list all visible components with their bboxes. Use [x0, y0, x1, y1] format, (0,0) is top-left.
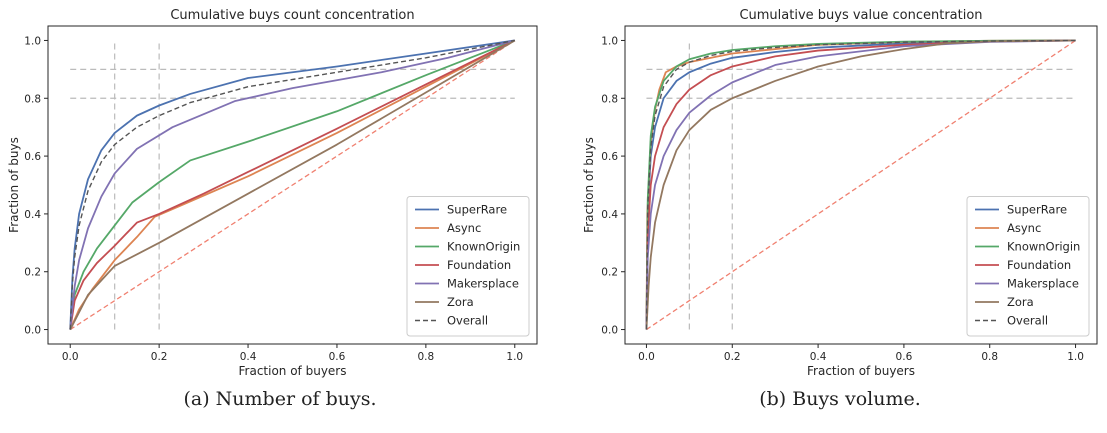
y-tick-label: 0.6: [24, 151, 41, 163]
series-line-superrare: [645, 39, 1076, 330]
y-tick-label: 0.4: [24, 209, 41, 221]
y-tick-label: 0.0: [24, 325, 41, 337]
series-line-zora: [69, 39, 516, 330]
x-tick-label: 0.0: [62, 351, 79, 363]
plot-frame: [624, 25, 1098, 345]
chart-title: Cumulative buys value concentration: [739, 8, 982, 23]
legend-label: SuperRare: [1007, 203, 1067, 217]
series-line-foundation: [69, 39, 516, 330]
legend-label: KnownOrigin: [447, 240, 520, 254]
legend-label: Foundation: [1007, 258, 1071, 272]
x-tick-label: 0.4: [810, 351, 827, 363]
legend-label: Makersplace: [1007, 277, 1079, 291]
chart-value-concentration: Cumulative buys value concentration 0.0 0.…: [582, 8, 1098, 378]
y-tick-label: 0.4: [601, 209, 618, 221]
x-tick-label: 0.6: [896, 351, 913, 363]
equality-diagonal-line: [646, 39, 1076, 331]
plot-frame: [47, 25, 538, 345]
series-line-zora: [645, 39, 1076, 330]
x-tick-label: 0.0: [638, 351, 655, 363]
series-line-makersplace: [69, 39, 515, 330]
chart-count-concentration: Cumulative buys count concentration 0.0 0.…: [7, 8, 538, 378]
legend-label: Makersplace: [447, 277, 519, 291]
y-tick-label: 1.0: [601, 35, 618, 47]
y-axis-label: Fraction of buys: [582, 137, 596, 233]
y-tick-label: 1.0: [24, 35, 41, 47]
y-tick-label: 0.2: [601, 267, 618, 279]
x-tick-label: 0.6: [329, 351, 346, 363]
x-tick-label: 0.2: [151, 351, 168, 363]
legend-label: KnownOrigin: [1007, 240, 1080, 254]
x-tick-label: 0.4: [240, 351, 257, 363]
legend-label: Zora: [1007, 295, 1034, 309]
x-tick-label: 0.8: [418, 351, 435, 363]
y-tick-label: 0.2: [24, 267, 41, 279]
y-tick-label: 0.0: [601, 325, 618, 337]
series-line-overall: [645, 39, 1076, 330]
series-line-foundation: [645, 39, 1076, 330]
y-axis-label: Fraction of buys: [7, 137, 21, 233]
legend-label: Async: [447, 221, 481, 235]
caption-buys-volume: (b) Buys volume.: [759, 388, 921, 410]
x-axis-label: Fraction of buyers: [239, 364, 347, 378]
x-tick-label: 0.8: [981, 351, 998, 363]
y-tick-label: 0.8: [601, 93, 618, 105]
x-tick-label: 0.2: [724, 351, 741, 363]
equality-diagonal-line: [69, 39, 516, 331]
legend-label: Async: [1007, 221, 1041, 235]
x-tick-label: 1.0: [1067, 351, 1084, 363]
series-line-knownorigin: [69, 39, 516, 330]
series-line-superrare: [69, 39, 515, 330]
legend-label: SuperRare: [447, 203, 507, 217]
legend-label: Overall: [1007, 314, 1048, 328]
legend-label: Zora: [447, 295, 474, 309]
y-tick-label: 0.8: [24, 93, 41, 105]
legend-label: Foundation: [447, 258, 511, 272]
series-line-makersplace: [645, 39, 1076, 330]
chart-title: Cumulative buys count concentration: [170, 8, 414, 23]
series-line-overall: [69, 39, 515, 330]
caption-number-of-buys: (a) Number of buys.: [183, 388, 377, 410]
x-axis-label: Fraction of buyers: [807, 364, 915, 378]
legend-label: Overall: [447, 314, 488, 328]
y-tick-label: 0.6: [601, 151, 618, 163]
x-tick-label: 1.0: [506, 351, 523, 363]
